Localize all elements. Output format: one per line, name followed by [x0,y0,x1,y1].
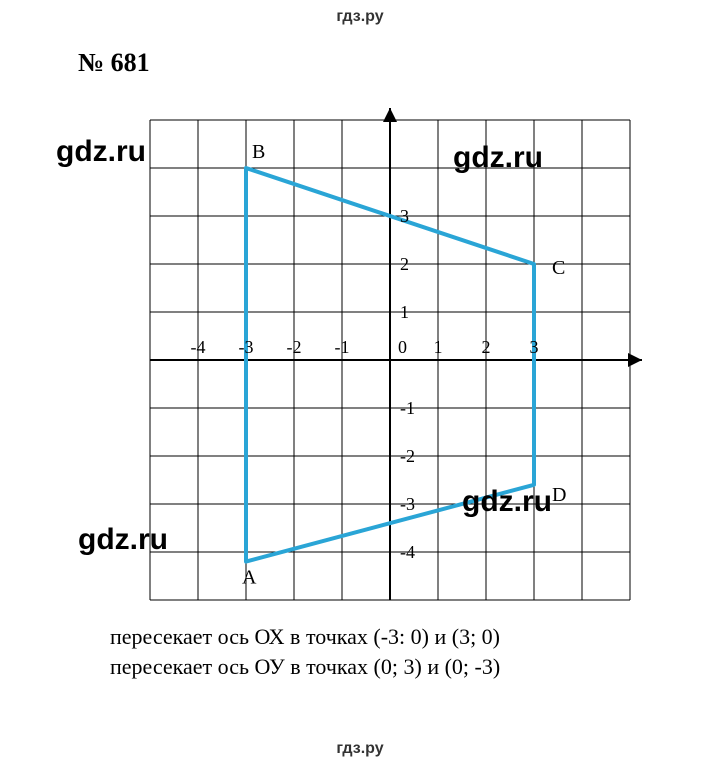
svg-text:-4: -4 [400,542,415,562]
watermark-bottom-left: gdz.ru [78,523,168,557]
svg-text:-3: -3 [239,337,254,357]
svg-text:1: 1 [400,302,409,322]
watermark-bottom-right: gdz.ru [462,485,552,519]
svg-text:3: 3 [400,206,409,226]
problem-number: № 681 [78,48,150,78]
site-header: гдз.ру [0,8,720,26]
watermark-top-left: gdz.ru [56,135,146,169]
svg-text:-3: -3 [400,494,415,514]
svg-text:2: 2 [482,337,491,357]
watermark-top-right: gdz.ru [453,141,543,175]
svg-text:-2: -2 [287,337,302,357]
site-footer: гдз.ру [0,740,720,758]
svg-text:1: 1 [434,337,443,357]
svg-text:-2: -2 [400,446,415,466]
answer-line-1: пересекает ось ОХ в точках (-3: 0) и (3;… [110,622,500,652]
svg-text:-1: -1 [335,337,350,357]
svg-text:2: 2 [400,254,409,274]
svg-text:0: 0 [398,337,407,357]
svg-text:-4: -4 [191,337,206,357]
svg-text:D: D [552,484,566,506]
svg-text:C: C [552,257,565,279]
svg-text:A: A [242,567,257,589]
svg-text:B: B [252,141,265,163]
svg-text:3: 3 [530,337,539,357]
svg-text:-1: -1 [400,398,415,418]
answer-line-2: пересекает ось ОУ в точках (0; 3) и (0; … [110,652,500,682]
